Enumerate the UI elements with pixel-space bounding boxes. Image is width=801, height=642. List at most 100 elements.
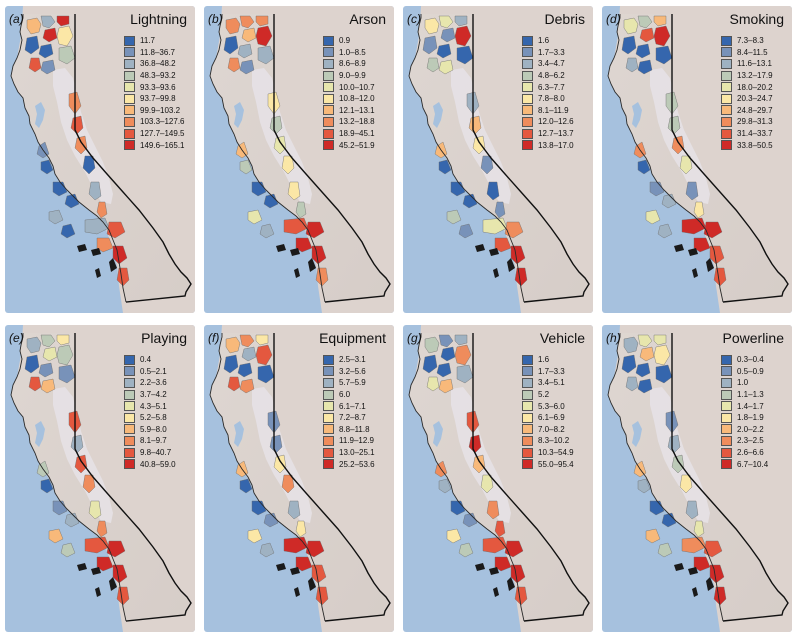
legend-item: 7.8–8.0 (522, 93, 574, 105)
legend-swatch (522, 82, 533, 93)
legend-item: 18.0–20.2 (721, 81, 773, 93)
forest-region (436, 43, 452, 59)
forest-region (462, 193, 478, 209)
legend-label: 8.8–11.8 (339, 424, 370, 434)
panel-title: Lightning (130, 11, 187, 27)
california-map (602, 325, 792, 632)
legend-label: 12.1–13.1 (339, 105, 375, 115)
panel-title: Smoking (729, 11, 784, 27)
legend-swatch (721, 82, 732, 93)
legend-item: 1.0–8.5 (323, 47, 375, 59)
forest-region (40, 334, 56, 348)
forest-region (468, 434, 482, 454)
forest-region (438, 159, 452, 175)
forest-region (657, 223, 673, 239)
legend-item: 12.7–13.7 (522, 128, 574, 140)
island (95, 268, 101, 278)
legend-swatch (522, 377, 533, 388)
legend-label: 11.6–13.1 (737, 59, 772, 69)
bay (433, 102, 443, 128)
forest-region (621, 354, 637, 374)
forest-region (635, 43, 651, 59)
legend: 11.7 11.8–36.7 36.8–48.2 48.3–93.2 93.3–93.6… (124, 35, 185, 151)
forest-region (237, 362, 253, 378)
forest-region (456, 364, 474, 384)
legend-label: 40.8–59.0 (140, 459, 176, 469)
forest-region (96, 520, 108, 538)
legend-label: 5.9–8.0 (140, 424, 167, 434)
legend-label: 55.0–95.4 (538, 459, 574, 469)
legend-swatch (124, 47, 135, 58)
forest-region (239, 334, 255, 348)
forest-region (239, 378, 255, 394)
legend-item: 3.7–4.2 (124, 389, 176, 401)
coastline (10, 14, 127, 303)
forest-region (456, 45, 474, 65)
legend-swatch (323, 128, 334, 139)
forest-region (462, 512, 478, 528)
legend-swatch (124, 366, 135, 377)
bay (234, 102, 244, 128)
california-map (204, 325, 394, 632)
forest-region (440, 346, 456, 362)
forest-region (637, 15, 653, 29)
map-panel-vehicle: (g) Vehicle 1.6 1.7–3.3 3.4–5.1 5.2 5.3–6.0 6.1… (403, 325, 593, 632)
forest-region (255, 15, 269, 27)
state-border (472, 14, 590, 303)
island (308, 577, 316, 591)
legend-label: 36.8–48.2 (140, 59, 176, 69)
state-border (273, 333, 391, 622)
legend-label: 9.8–40.7 (140, 448, 172, 458)
legend-item: 31.4–33.7 (721, 128, 773, 140)
forest-region (486, 500, 500, 520)
legend-swatch (323, 459, 334, 470)
legend-label: 1.0 (737, 378, 749, 388)
forest-region (287, 181, 301, 201)
forest-region (239, 15, 255, 29)
forest-region (60, 223, 76, 239)
forest-region (112, 564, 128, 584)
legend-swatch (124, 424, 135, 435)
legend-label: 12.7–13.7 (538, 129, 574, 139)
legend-label: 1.1–1.3 (737, 390, 764, 400)
state-border (74, 14, 192, 303)
legend-swatch (124, 377, 135, 388)
forest-region (639, 346, 655, 362)
forest-region (40, 378, 56, 394)
forest-region (58, 45, 76, 65)
forest-region (58, 364, 76, 384)
forest-region (273, 454, 287, 474)
forest-region (458, 223, 474, 239)
legend-swatch (124, 70, 135, 81)
legend-item: 4.8–6.2 (522, 70, 574, 82)
legend-swatch (323, 105, 334, 116)
forest-region (60, 542, 76, 558)
legend-item: 99.9–103.2 (124, 105, 185, 117)
legend-item: 8.4–11.5 (721, 47, 773, 59)
island (692, 587, 698, 597)
legend-item: 1.0 (721, 377, 768, 389)
california-map (403, 6, 593, 313)
forest-region (422, 354, 438, 374)
legend-item: 2.3–2.5 (721, 435, 768, 447)
legend-label: 29.8–31.3 (737, 117, 773, 127)
forest-region (40, 15, 56, 29)
legend-item: 8.6–8.9 (323, 58, 375, 70)
central-valley (252, 387, 312, 523)
legend-item: 9.8–40.7 (124, 447, 176, 459)
legend-swatch (124, 354, 135, 365)
forest-region (713, 586, 727, 606)
forest-region (637, 478, 651, 494)
island (688, 248, 698, 256)
legend-label: 31.4–33.7 (737, 129, 773, 139)
legend-label: 18.0–20.2 (737, 82, 773, 92)
legend-item: 25.2–53.6 (323, 458, 375, 470)
legend-item: 7.2–8.7 (323, 412, 375, 424)
legend-swatch (721, 116, 732, 127)
legend-item: 1.8–1.9 (721, 412, 768, 424)
legend-label: 12.0–12.6 (538, 117, 574, 127)
forest-region (241, 346, 257, 362)
forest-region (223, 35, 239, 55)
legend: 0.9 1.0–8.5 8.6–8.9 9.0–9.9 10.0–10.7 10.8–12… (323, 35, 375, 151)
legend-label: 13.8–17.0 (538, 140, 574, 150)
